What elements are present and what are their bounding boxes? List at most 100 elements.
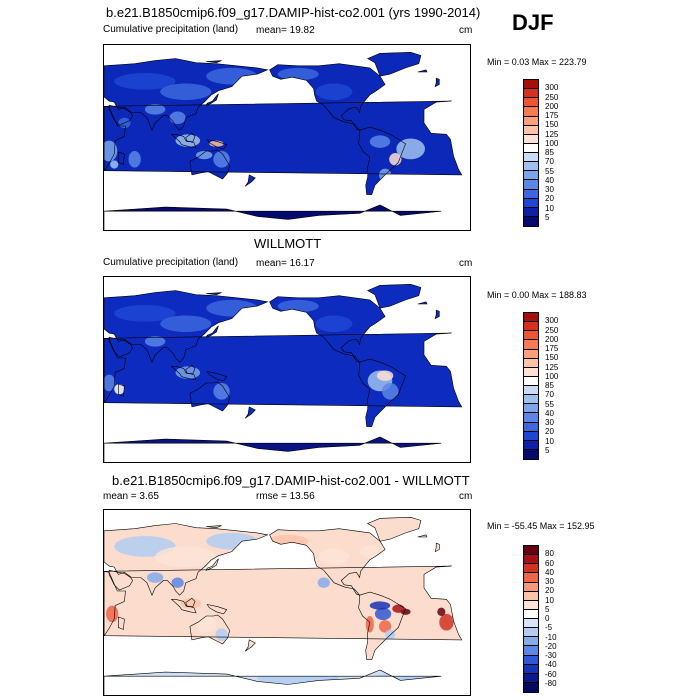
panel-3-colorbar [523,545,539,693]
colorbar-tick-label: 70 [545,390,554,400]
colorbar-segment [524,619,538,629]
colorbar-segment [524,664,538,674]
coastline [367,51,422,77]
panel-1-map-canvas [104,51,463,230]
colorbar-tick-label: 0 [545,614,550,623]
coastline [104,204,442,230]
panel-1-colorbar [523,79,539,227]
colorbar-tick-label: -40 [545,660,557,670]
colorbar-tick-label: 5 [545,212,550,222]
coastline [108,569,133,591]
coastline [118,383,125,397]
coastline [170,134,197,149]
colorbar-tick-label: 125 [545,362,559,372]
colorbar-tick-label: 40 [545,567,554,577]
panel-3-rmse-label: rmse = 13.56 [256,491,315,502]
colorbar-tick-label: 10 [545,203,554,213]
colorbar-tick-label: 300 [545,316,559,326]
panel-1-variable-label: Cumulative precipitation (land) [103,24,239,35]
coastline [108,336,133,358]
colorbar-segment [524,637,538,647]
colorbar-segment [524,582,538,592]
colorbar-segment [524,153,538,163]
coastline [205,558,219,571]
coastline [189,381,231,412]
colorbar-segment [524,367,538,377]
colorbar-tick-label: 200 [545,334,559,344]
colorbar-segment [524,180,538,190]
coastline [104,332,463,408]
panel-2-minmax: Min = 0.00 Max = 188.83 [487,290,587,300]
coastline [104,570,126,637]
panel-1-units-label: cm [459,25,473,36]
colorbar-segment [524,162,538,172]
colorbar-segment [524,143,538,153]
coastline [417,69,428,73]
panel-3-mean-label: mean = 3.65 [103,491,159,502]
coastline [269,295,386,363]
colorbar-segment [524,98,538,108]
coastline [417,534,428,538]
colorbar-segment [524,207,538,217]
panel-2-title: WILLMOTT [254,236,322,251]
land-field [104,52,462,230]
coastline [185,597,196,607]
colorbar-segment [524,107,538,117]
coastline [104,669,442,695]
colorbar-tick-label: 20 [545,586,554,596]
coastline [367,516,422,542]
panel-2-colorbar [523,312,539,460]
coastline [104,436,442,462]
colorbar-tick-label: 40 [545,175,554,185]
coastline [108,104,133,126]
coastline [244,639,256,652]
coastline [170,599,197,614]
panel-1-minmax: Min = 0.03 Max = 223.79 [487,57,587,67]
colorbar-segment [524,358,538,368]
coastline [244,174,256,187]
coastline [206,139,228,150]
colorbar-segment [524,89,538,99]
coastline [118,151,125,165]
coastline [417,301,428,305]
colorbar-tick-label: 55 [545,399,554,409]
panel-2-units-label: cm [459,258,473,269]
coastline [206,604,228,615]
coastline [206,60,222,64]
coastline [206,525,222,529]
colorbar-segment [524,422,538,432]
colorbar-segment [524,134,538,144]
colorbar-segment [524,331,538,341]
coastline [434,542,440,553]
coastline [185,364,196,374]
coastline [104,100,463,176]
colorbar-tick-label: 70 [545,157,554,167]
colorbar-tick-label: 10 [545,436,554,446]
colorbar-segment [524,431,538,441]
panel-3-title: b.e21.B1850cmip6.f09_g17.DAMIP-hist-co2.… [112,473,470,488]
colorbar-tick-label: 5 [545,445,550,455]
coastline [358,358,406,427]
panel-2-mean-label: mean= 16.17 [256,258,315,269]
colorbar-segment [524,591,538,601]
colorbar-tick-label: 85 [545,381,554,390]
coastline [170,366,197,381]
colorbar-segment [524,609,538,619]
colorbar-segment [524,171,538,181]
panel-2-map-canvas [104,283,463,462]
colorbar-tick-label: -20 [545,641,557,651]
colorbar-segment [524,564,538,574]
colorbar-tick-label: 40 [545,408,554,418]
coastline [189,614,231,645]
colorbar-tick-label: 55 [545,166,554,176]
coastline [269,63,386,131]
coastline [104,337,126,404]
colorbar-tick-label: 300 [545,83,559,93]
coastline [206,292,222,296]
colorbar-segment [524,395,538,405]
colorbar-tick-label: 125 [545,129,559,139]
colorbar-tick-label: 85 [545,148,554,157]
coastline [185,132,196,142]
coastline [118,616,125,630]
colorbar-segment [524,600,538,610]
